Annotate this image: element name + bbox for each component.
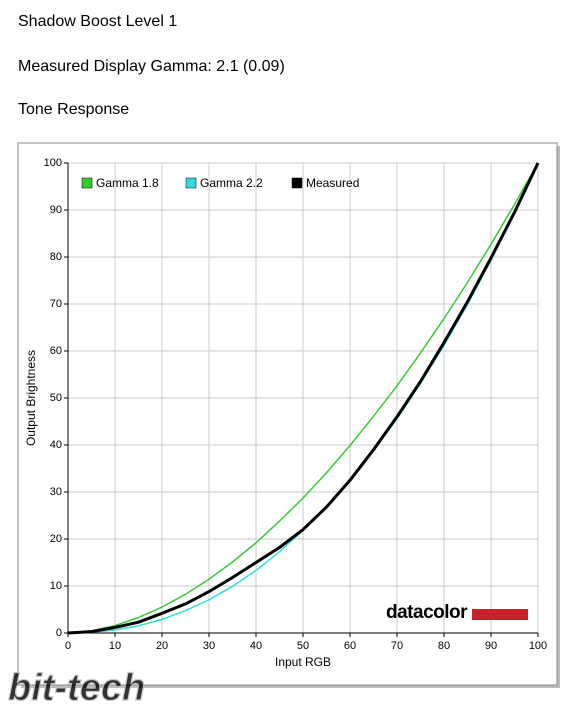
y-tick-label: 30 xyxy=(50,486,62,498)
y-tick-label: 80 xyxy=(50,251,62,263)
y-tick-label: 100 xyxy=(44,157,62,169)
y-tick-label: 20 xyxy=(50,533,62,545)
y-tick-label: 50 xyxy=(50,392,62,404)
x-tick-label: 30 xyxy=(203,640,215,652)
legend-label: Gamma 2.2 xyxy=(200,176,263,190)
y-tick-label: 90 xyxy=(50,204,62,216)
watermark: bit-tech xyxy=(8,667,145,707)
y-tick-label: 60 xyxy=(50,345,62,357)
y-axis-label: Output Brightness xyxy=(24,350,38,446)
x-tick-label: 100 xyxy=(529,640,547,652)
chart-title: Tone Response xyxy=(18,101,129,118)
x-tick-label: 0 xyxy=(65,640,71,652)
legend-swatch xyxy=(291,177,303,189)
logo: datacolor xyxy=(386,602,468,623)
x-tick-label: 20 xyxy=(156,640,168,652)
x-tick-label: 90 xyxy=(485,640,497,652)
y-tick-label: 0 xyxy=(56,627,62,639)
x-tick-label: 40 xyxy=(250,640,262,652)
chart-frame xyxy=(17,142,558,686)
x-tick-label: 10 xyxy=(109,640,121,652)
y-tick-label: 70 xyxy=(50,298,62,310)
x-tick-label: 80 xyxy=(438,640,450,652)
legend-swatch xyxy=(81,177,93,189)
line xyxy=(67,162,540,635)
page-subtitle: Measured Display Gamma: 2.1 (0.09) xyxy=(18,58,285,75)
x-axis-label: Input RGB xyxy=(275,655,331,669)
legend-swatch xyxy=(185,177,197,189)
x-tick-label: 60 xyxy=(344,640,356,652)
y-tick-label: 10 xyxy=(50,580,62,592)
x-tick-label: 50 xyxy=(297,640,309,652)
y-tick-label: 40 xyxy=(50,439,62,451)
line xyxy=(67,162,539,634)
legend-label: Gamma 1.8 xyxy=(96,176,159,190)
page-title: Shadow Boost Level 1 xyxy=(18,13,177,30)
legend-label: Measured xyxy=(306,176,359,190)
x-tick-label: 70 xyxy=(391,640,403,652)
logo-bar xyxy=(472,609,528,620)
